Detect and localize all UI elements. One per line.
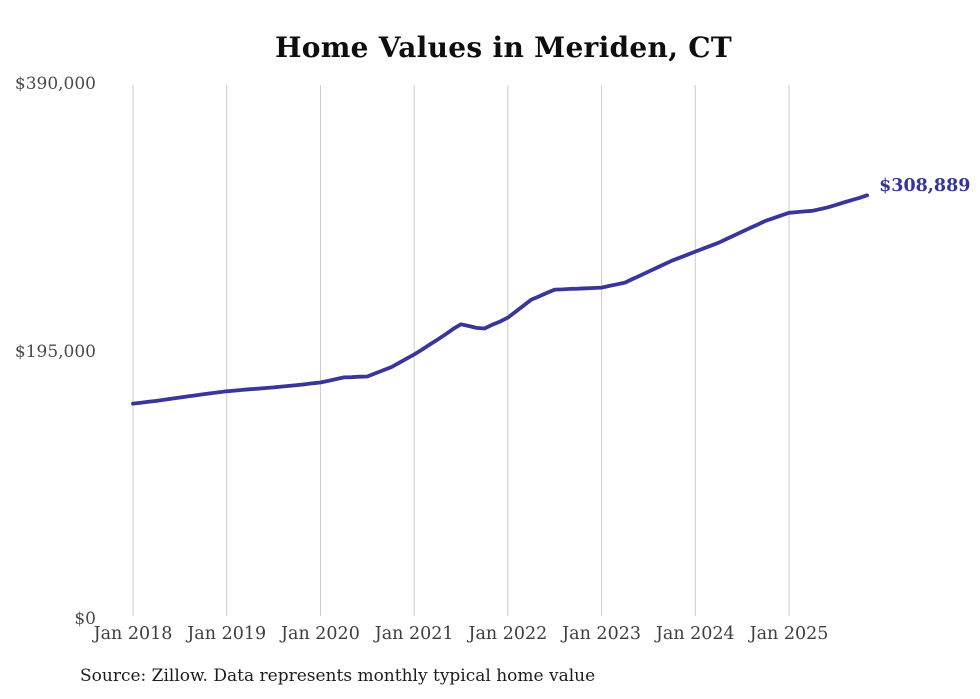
latest-value-label: $308,889 bbox=[879, 176, 971, 197]
x-tick-label: Jan 2020 bbox=[281, 624, 360, 644]
x-tick-label: Jan 2022 bbox=[468, 624, 548, 644]
x-tick-label: Jan 2019 bbox=[187, 624, 267, 644]
x-tick-label: Jan 2023 bbox=[562, 624, 641, 644]
home-value-line bbox=[131, 193, 869, 406]
x-tick-label: Jan 2024 bbox=[655, 624, 735, 644]
y-tick-label: $195,000 bbox=[14, 341, 96, 362]
x-tick-label: Jan 2018 bbox=[93, 624, 173, 644]
y-tick-label: $390,000 bbox=[14, 74, 96, 94]
y-tick-label: $0 bbox=[74, 609, 96, 629]
chart-title: Home Values in Meriden, CT bbox=[274, 31, 733, 64]
source-note: Source: Zillow. Data represents monthly … bbox=[80, 666, 596, 686]
x-tick-label: Jan 2025 bbox=[749, 624, 829, 644]
x-tick-label: Jan 2021 bbox=[374, 624, 454, 644]
